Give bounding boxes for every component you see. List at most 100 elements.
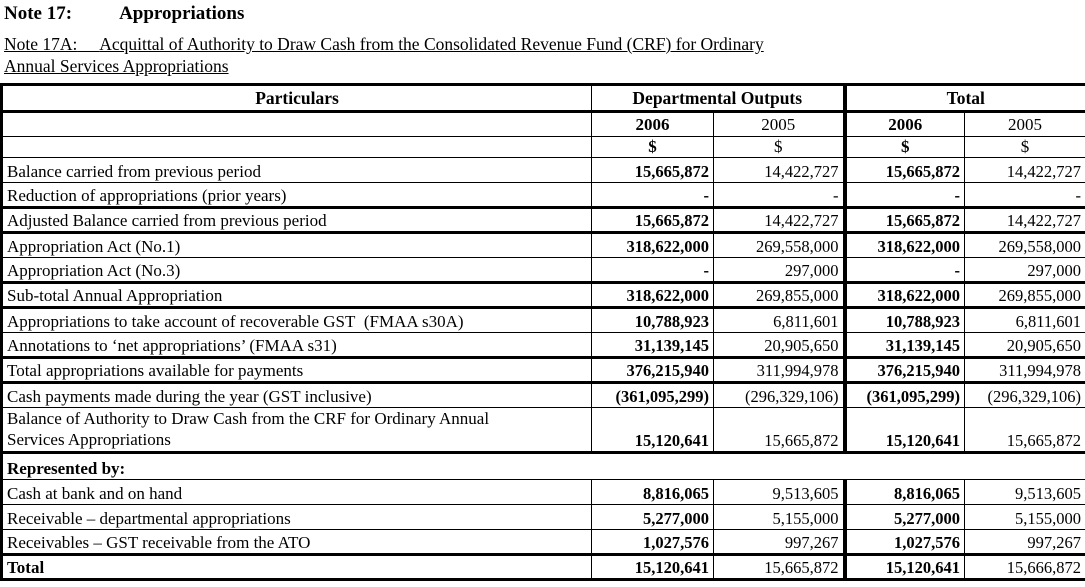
table-row: Sub-total Annual Appropriation 318,622,00…: [1, 282, 1085, 309]
value-cell: 8,816,065: [591, 479, 714, 505]
value-cell: 10,788,923: [591, 307, 714, 333]
value-cell: 15,120,641: [842, 554, 965, 581]
note-subtitle-text: Acquittal of Authority to Draw Cash from…: [99, 34, 764, 54]
value-cell: 14,422,727: [713, 157, 845, 183]
value-cell: 997,267: [713, 529, 845, 556]
value-cell: 997,267: [963, 529, 1085, 556]
total-year-2006: 2006: [842, 111, 965, 137]
row-label: Sub-total Annual Appropriation: [1, 282, 592, 309]
table-row: Balance of Authority to Draw Cash from t…: [1, 407, 1085, 454]
value-cell: 15,665,872: [713, 554, 845, 581]
table-row: Receivable – departmental appropriations…: [1, 504, 1085, 530]
header-departmental-outputs: Departmental Outputs: [591, 84, 845, 113]
value-cell: 15,665,872: [842, 157, 965, 183]
value-cell: 15,665,872: [963, 407, 1085, 454]
value-cell: 5,155,000: [963, 504, 1085, 530]
value-cell: 318,622,000: [591, 232, 714, 258]
value-cell: 31,139,145: [591, 332, 714, 359]
value-cell: 269,855,000: [713, 282, 845, 309]
table-header: Particulars Departmental Outputs Total 2…: [1, 84, 1085, 158]
table-row: Total 15,120,641 15,665,872 15,120,641 15,66…: [1, 554, 1085, 581]
value-cell: 10,788,923: [842, 307, 965, 333]
section-row: Represented by:: [0, 452, 1085, 480]
value-cell: -: [842, 257, 965, 284]
value-cell: 269,558,000: [963, 232, 1085, 258]
value-cell: 9,513,605: [963, 479, 1085, 505]
value-cell: 269,558,000: [713, 232, 845, 258]
value-cell: 318,622,000: [591, 282, 714, 309]
value-cell: (361,095,299): [591, 382, 714, 408]
table-row: Adjusted Balance carried from previous p…: [1, 207, 1085, 234]
value-cell: 8,816,065: [842, 479, 965, 505]
value-cell: 15,665,872: [713, 407, 845, 454]
row-label: Appropriation Act (No.1): [1, 232, 592, 258]
value-cell: 15,665,872: [591, 157, 714, 183]
note-subtitle-label: Note 17A:: [4, 34, 78, 54]
table-row: Annotations to ‘net appropriations’ (FMA…: [1, 332, 1085, 359]
table-row: Total appropriations available for payme…: [1, 357, 1085, 384]
row-label: Adjusted Balance carried from previous p…: [1, 207, 592, 234]
note-subtitle-line2: Annual Services Appropriations: [4, 56, 229, 76]
table-row: Reduction of appropriations (prior years…: [1, 182, 1085, 209]
table-row: Cash at bank and on hand 8,816,065 9,513,6…: [1, 479, 1085, 505]
value-cell: 15,120,641: [591, 554, 714, 581]
value-cell: 311,994,978: [963, 357, 1085, 384]
value-cell: 318,622,000: [842, 282, 965, 309]
value-cell: 15,665,872: [842, 207, 965, 234]
value-cell: (296,329,106): [713, 382, 845, 408]
row-label: Appropriations to take account of recove…: [1, 307, 592, 333]
row-label: Total: [1, 554, 592, 581]
note-title-line: Note 17: Appropriations: [4, 3, 1085, 25]
value-cell: -: [963, 182, 1085, 209]
value-cell: 297,000: [713, 257, 845, 284]
header-row-groups: Particulars Departmental Outputs Total: [1, 84, 1085, 113]
value-cell: 15,120,641: [591, 407, 714, 454]
value-cell: 15,665,872: [591, 207, 714, 234]
document-header: Note 17: Appropriations Note 17A: Acquitt…: [0, 0, 1085, 77]
row-label: Cash payments made during the year (GST …: [1, 382, 592, 408]
value-cell: 318,622,000: [842, 232, 965, 258]
value-cell: (296,329,106): [963, 382, 1085, 408]
value-cell: 6,811,601: [713, 307, 845, 333]
note-label: Note 17:: [4, 3, 73, 24]
total-2005-currency: $: [963, 136, 1085, 158]
value-cell: 269,855,000: [963, 282, 1085, 309]
value-cell: 376,215,940: [591, 357, 714, 384]
empty-cell: [1, 136, 592, 158]
value-cell: -: [713, 182, 845, 209]
row-label: Cash at bank and on hand: [1, 479, 592, 505]
value-cell: 1,027,576: [591, 529, 714, 556]
note-title: Appropriations: [119, 3, 245, 24]
total-year-2005: 2005: [963, 111, 1085, 137]
value-cell: 20,905,650: [713, 332, 845, 359]
table-row: Cash payments made during the year (GST …: [1, 382, 1085, 408]
row-label: Receivable – departmental appropriations: [1, 504, 592, 530]
note-subtitle: Note 17A: Acquittal of Authority to Draw…: [4, 33, 884, 77]
header-particulars: Particulars: [1, 84, 592, 113]
value-cell: 5,155,000: [713, 504, 845, 530]
empty-cell: [1, 111, 592, 137]
row-label: Annotations to ‘net appropriations’ (FMA…: [1, 332, 592, 359]
dept-year-2006: 2006: [591, 111, 714, 137]
value-cell: 6,811,601: [963, 307, 1085, 333]
table-row: Balance carried from previous period 15,6…: [1, 157, 1085, 183]
value-cell: 31,139,145: [842, 332, 965, 359]
value-cell: 15,120,641: [842, 407, 965, 454]
dept-2005-currency: $: [713, 136, 845, 158]
value-cell: -: [842, 182, 965, 209]
value-cell: 376,215,940: [842, 357, 965, 384]
table-body: Balance carried from previous period 15,6…: [0, 157, 1085, 581]
table-row: Appropriation Act (No.3) -297,000-297,000: [1, 257, 1085, 284]
dept-2006-currency: $: [591, 136, 714, 158]
row-label: Balance of Authority to Draw Cash from t…: [1, 407, 592, 454]
appropriations-table: Particulars Departmental Outputs Total 2…: [0, 83, 1085, 581]
value-cell: 9,513,605: [713, 479, 845, 505]
value-cell: 14,422,727: [963, 207, 1085, 234]
table-row: Receivables – GST receivable from the AT…: [1, 529, 1085, 556]
value-cell: 14,422,727: [963, 157, 1085, 183]
value-cell: 20,905,650: [963, 332, 1085, 359]
subtitle-tab-gap: [77, 34, 99, 54]
header-row-years: 2006 2005 2006 2005: [1, 111, 1085, 137]
header-row-currency: $ $ $ $: [1, 136, 1085, 158]
value-cell: (361,095,299): [842, 382, 965, 408]
